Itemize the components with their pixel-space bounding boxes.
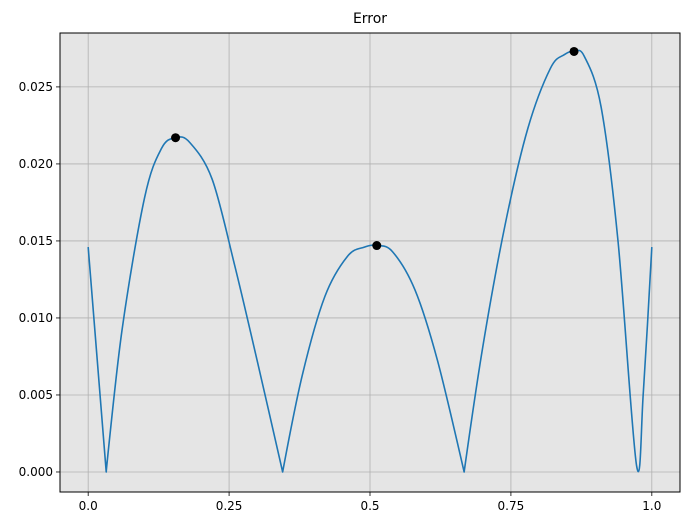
x-tick-label: 1.0 bbox=[642, 499, 661, 513]
y-tick-label: 0.015 bbox=[19, 234, 53, 248]
x-tick-label: 0.75 bbox=[498, 499, 525, 513]
y-tick-label: 0.010 bbox=[19, 311, 53, 325]
series-layer bbox=[87, 49, 653, 473]
marker-layer bbox=[171, 46, 579, 251]
tick-layer: 0.0 0.25 0.5 0.75 1.0 0.000 0.005 0.010 0.015 0.0… bbox=[19, 80, 662, 513]
extremum-marker bbox=[171, 133, 181, 143]
x-tick-label: 0.5 bbox=[360, 499, 379, 513]
extremum-marker bbox=[569, 46, 579, 56]
grid bbox=[60, 33, 680, 492]
y-tick-label: 0.005 bbox=[19, 388, 53, 402]
y-tick-label: 0.025 bbox=[19, 80, 53, 94]
error-series-line bbox=[87, 49, 653, 473]
y-tick-label: 0.000 bbox=[19, 465, 53, 479]
extremum-marker bbox=[372, 241, 382, 251]
x-tick-label: 0.25 bbox=[216, 499, 243, 513]
chart-title: Error bbox=[353, 11, 387, 27]
x-tick-label: 0.0 bbox=[79, 499, 98, 513]
y-tick-label: 0.020 bbox=[19, 157, 53, 171]
